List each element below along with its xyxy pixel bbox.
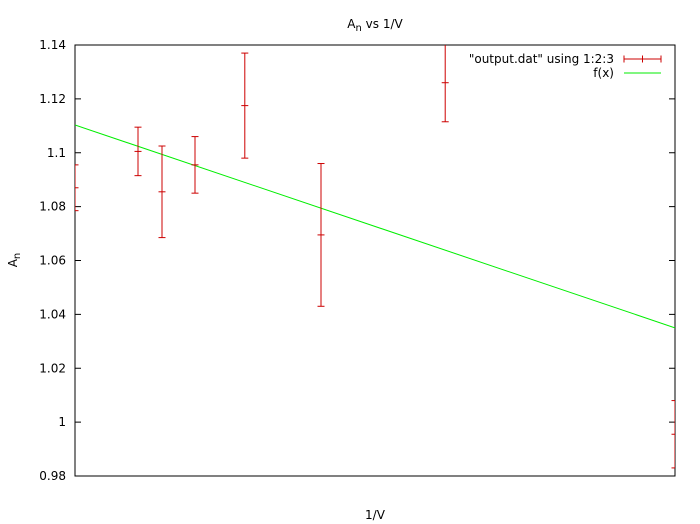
y-tick-label: 0.98: [39, 469, 66, 483]
error-bar-point: [317, 163, 325, 307]
error-bar-point: [671, 400, 675, 469]
y-tick-label: 1.14: [39, 38, 66, 52]
chart-title-sub: n: [356, 23, 362, 34]
legend-label-output-dat: "output.dat" using 1:2:3: [469, 52, 614, 66]
error-bar-point: [75, 164, 79, 212]
y-tick-label: 1.1: [47, 146, 66, 160]
x-axis-label: 1/V: [365, 508, 386, 522]
y-axis-label-main: A: [6, 258, 20, 267]
y-tick-label: 1.12: [39, 92, 66, 106]
y-tick-label: 1.06: [39, 254, 66, 268]
y-tick-label: 1: [58, 415, 66, 429]
legend-sample-output-dat: [623, 55, 662, 63]
y-axis-label-sub: n: [12, 253, 23, 259]
chart-title-rest: vs 1/V: [362, 17, 404, 31]
error-bar-point: [241, 52, 249, 159]
error-bar-point: [134, 126, 142, 177]
legend: "output.dat" using 1:2:3 f(x): [469, 52, 662, 80]
plot-border: [74, 44, 676, 477]
chart-title-main: A: [347, 17, 356, 31]
y-tick-label: 1.04: [39, 307, 66, 321]
legend-label-fx: f(x): [593, 66, 614, 80]
error-bar-point: [441, 45, 449, 123]
y-tick-label: 1.02: [39, 361, 66, 375]
y-tick-label: 1.08: [39, 200, 66, 214]
y-axis-label: An: [6, 253, 23, 268]
y-ticks: 0.98 1 1.02 1.04 1.06 1.08 1.1 1.12 1.14: [39, 38, 675, 483]
series-layer: [75, 45, 675, 469]
chart-title: An vs 1/V: [347, 17, 403, 34]
fit-line: [75, 124, 675, 329]
error-bar-point: [191, 136, 199, 194]
error-bar-point: [158, 145, 166, 239]
